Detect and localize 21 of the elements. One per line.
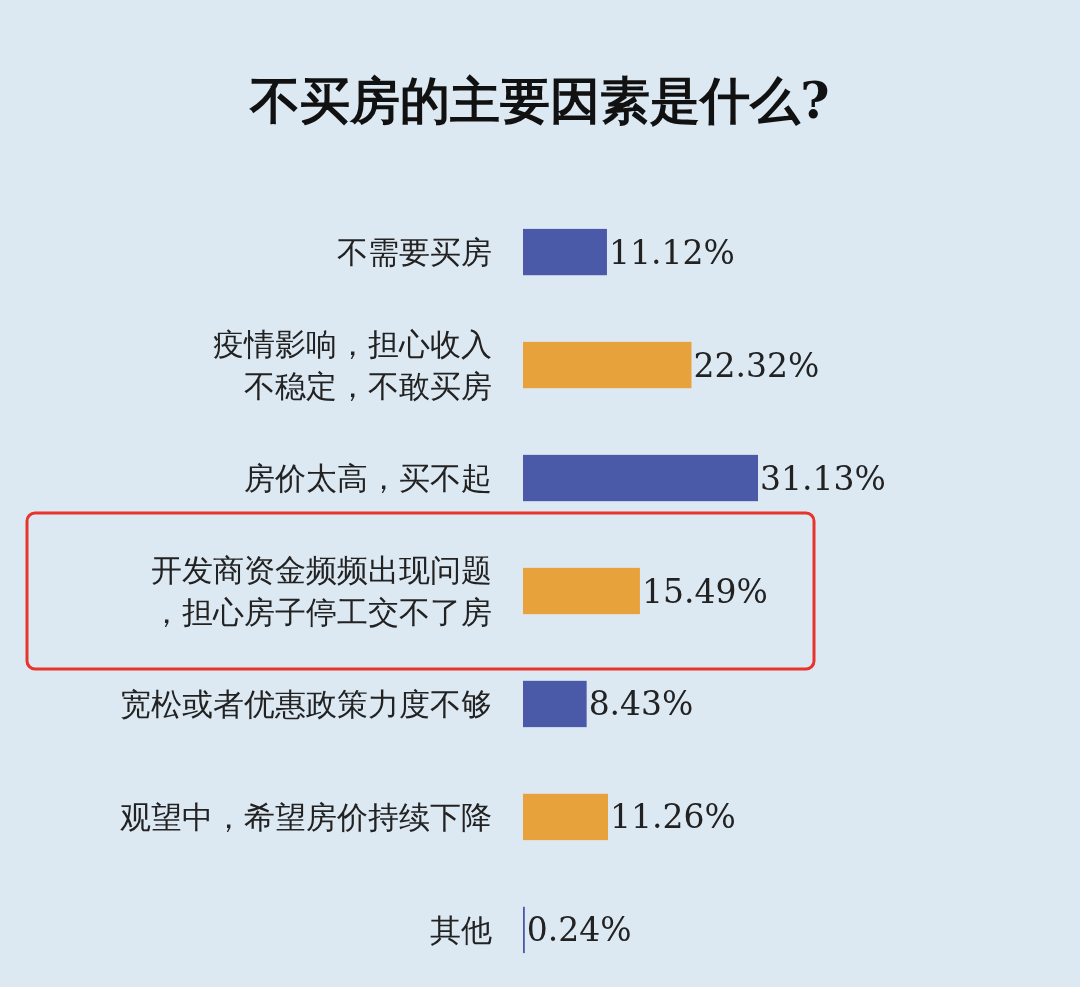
y-tick-label: 其他 [430,911,492,948]
bar [523,680,587,728]
data-label: 11.12% [608,232,735,272]
y-tick-label: 开发商资金频频出现问题，担心房子停工交不了房 [151,552,492,630]
bar [523,228,607,276]
data-label: 0.24% [526,910,632,950]
y-tick-label: 观望中，希望房价持续下降 [120,798,492,835]
y-tick-label: 宽松或者优惠政策力度不够 [120,685,492,722]
bar [523,567,640,615]
bar [523,341,692,389]
data-label: 22.32% [693,345,820,385]
chart-title: 不买房的主要因素是什么? [249,71,830,130]
bar [523,454,758,502]
data-label: 8.43% [588,684,694,724]
data-label: 11.26% [610,797,736,837]
bar [523,793,608,841]
y-tick-label: 不需要买房 [337,234,492,271]
y-tick-label: 房价太高，买不起 [244,460,492,497]
data-label: 31.13% [760,458,886,498]
data-label: 15.49% [641,571,768,611]
y-tick-label: 疫情影响，担心收入不稳定，不敢买房 [213,326,492,405]
